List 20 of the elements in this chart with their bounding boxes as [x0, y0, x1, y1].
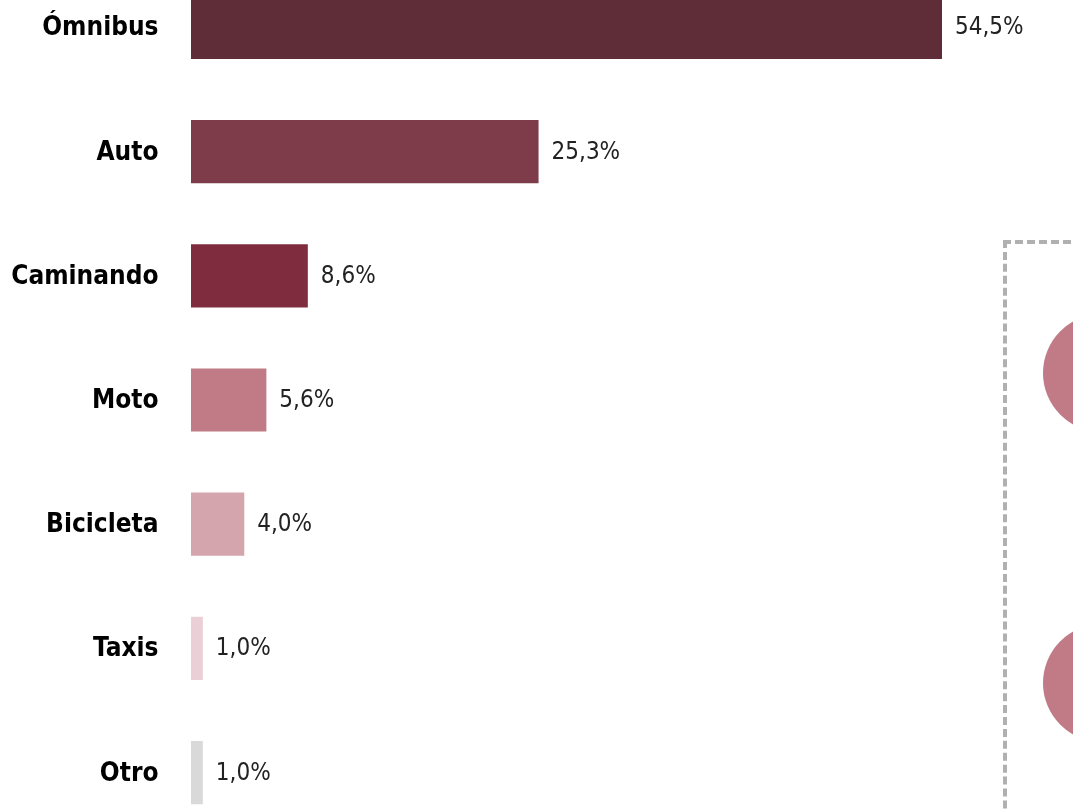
bar: [189, 118, 541, 186]
data-label: 25,3%: [551, 136, 621, 165]
y-tick-label: Bicicleta: [46, 508, 159, 539]
y-tick-label: Ómnibus: [42, 10, 159, 42]
y-tick-label: Otro: [99, 756, 159, 787]
data-label: 1,0%: [215, 757, 271, 786]
bar: [189, 614, 205, 682]
data-label: 54,5%: [955, 12, 1024, 41]
data-label: 8,6%: [320, 260, 376, 289]
y-tick-label: Auto: [96, 135, 159, 166]
data-label: 5,6%: [279, 385, 335, 413]
y-tick-label: Taxis: [93, 632, 159, 663]
y-tick-label: Caminando: [11, 259, 159, 290]
data-label: 4,0%: [257, 509, 313, 538]
bar: [189, 738, 205, 807]
data-label: 1,0%: [215, 633, 271, 662]
y-tick-label: Moto: [91, 384, 159, 414]
bar: [189, 490, 247, 558]
bar: [189, 242, 310, 310]
bar: [189, 366, 269, 434]
